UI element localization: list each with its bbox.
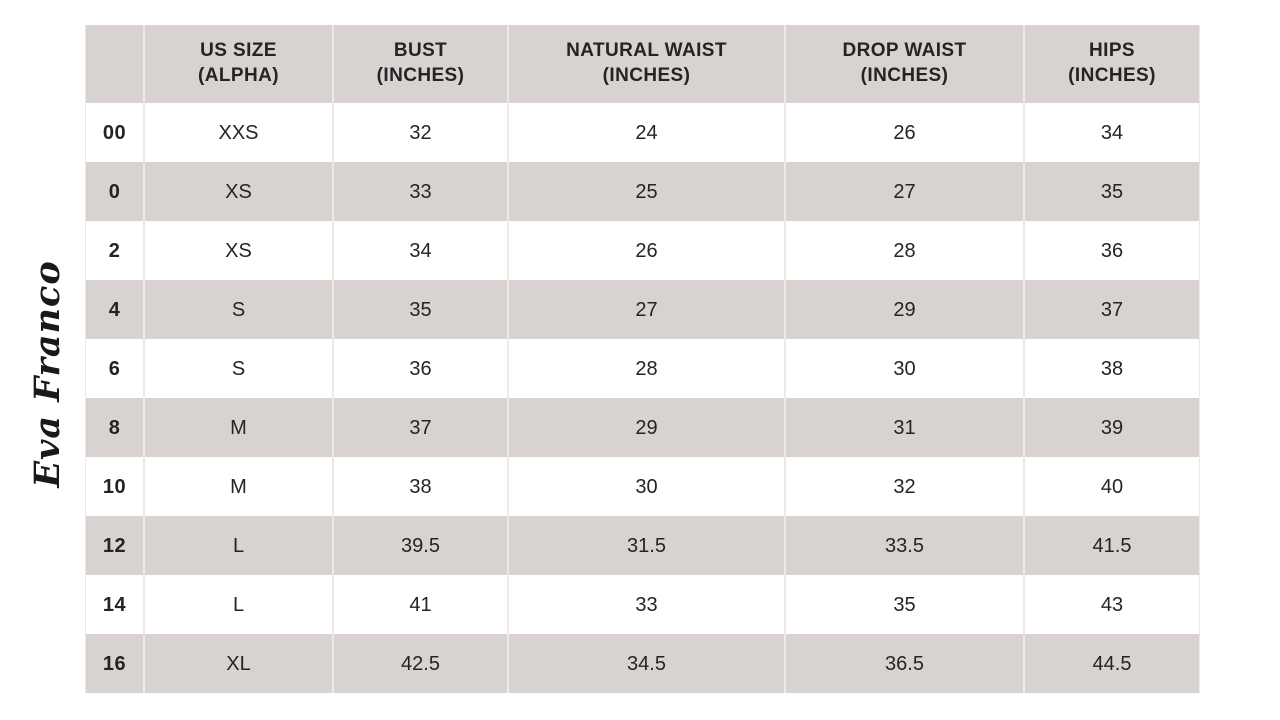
measurement-cell: 29 bbox=[786, 280, 1023, 339]
measurement-cell: 32 bbox=[786, 457, 1023, 516]
measurement-cell: 26 bbox=[786, 103, 1023, 162]
measurement-cell: 36.5 bbox=[786, 634, 1023, 693]
measurement-cell: 41 bbox=[334, 575, 507, 634]
us-size-row-label: 12 bbox=[86, 516, 143, 575]
column-header-unit: (INCHES) bbox=[602, 65, 691, 86]
measurement-cell: 28 bbox=[509, 339, 784, 398]
measurement-cell: 33 bbox=[334, 162, 507, 221]
measurement-cell: 34 bbox=[1025, 103, 1199, 162]
measurement-cell: 27 bbox=[509, 280, 784, 339]
measurement-cell: 26 bbox=[509, 221, 784, 280]
measurement-cell: 34.5 bbox=[509, 634, 784, 693]
measurement-cell: 27 bbox=[786, 162, 1023, 221]
measurement-cell: 36 bbox=[334, 339, 507, 398]
measurement-cell: 44.5 bbox=[1025, 634, 1199, 693]
column-header-name: US SIZE bbox=[200, 40, 277, 62]
measurement-cell: 35 bbox=[786, 575, 1023, 634]
measurement-cell: M bbox=[145, 457, 332, 516]
measurement-cell: 37 bbox=[1025, 280, 1199, 339]
measurement-cell: 31 bbox=[786, 398, 1023, 457]
measurement-cell: S bbox=[145, 280, 332, 339]
measurement-cell: 33 bbox=[509, 575, 784, 634]
measurement-cell: 40 bbox=[1025, 457, 1199, 516]
measurement-cell: L bbox=[145, 575, 332, 634]
measurement-cell: 24 bbox=[509, 103, 784, 162]
measurement-cell: 30 bbox=[509, 457, 784, 516]
corner-cell bbox=[86, 25, 143, 103]
measurement-cell: 35 bbox=[1025, 162, 1199, 221]
us-size-row-label: 8 bbox=[86, 398, 143, 457]
column-header-name: NATURAL WAIST bbox=[566, 40, 727, 62]
column-header-unit: (INCHES) bbox=[1068, 65, 1156, 86]
measurement-cell: 38 bbox=[334, 457, 507, 516]
column-header: DROP WAIST (INCHES) bbox=[786, 25, 1023, 103]
us-size-row-label: 14 bbox=[86, 575, 143, 634]
measurement-cell: 31.5 bbox=[509, 516, 784, 575]
column-header-name: DROP WAIST bbox=[842, 40, 967, 62]
us-size-row-label: 10 bbox=[86, 457, 143, 516]
column-header-name: BUST bbox=[393, 40, 448, 62]
measurement-cell: 32 bbox=[334, 103, 507, 162]
measurement-cell: 43 bbox=[1025, 575, 1199, 634]
size-chart-table: US SIZE (ALPHA) BUST (INCHES) NATURAL WAIST (… bbox=[85, 25, 1200, 693]
measurement-cell: 37 bbox=[334, 398, 507, 457]
measurement-cell: 28 bbox=[786, 221, 1023, 280]
measurement-cell: 30 bbox=[786, 339, 1023, 398]
column-header-unit: (INCHES) bbox=[376, 65, 465, 86]
measurement-cell: 39 bbox=[1025, 398, 1199, 457]
measurement-cell: 39.5 bbox=[334, 516, 507, 575]
column-header-name: HIPS bbox=[1089, 40, 1135, 62]
us-size-row-label: 4 bbox=[86, 280, 143, 339]
measurement-cell: 38 bbox=[1025, 339, 1199, 398]
column-header: NATURAL WAIST (INCHES) bbox=[509, 25, 784, 103]
measurement-cell: 41.5 bbox=[1025, 516, 1199, 575]
measurement-cell: 36 bbox=[1025, 221, 1199, 280]
measurement-cell: M bbox=[145, 398, 332, 457]
measurement-cell: 42.5 bbox=[334, 634, 507, 693]
column-header-unit: (ALPHA) bbox=[198, 65, 279, 86]
us-size-row-label: 16 bbox=[86, 634, 143, 693]
measurement-cell: XS bbox=[145, 221, 332, 280]
measurement-cell: 25 bbox=[509, 162, 784, 221]
column-header: US SIZE (ALPHA) bbox=[145, 25, 332, 103]
column-header: BUST (INCHES) bbox=[334, 25, 507, 103]
measurement-cell: XXS bbox=[145, 103, 332, 162]
column-header-unit: (INCHES) bbox=[860, 65, 949, 86]
measurement-cell: L bbox=[145, 516, 332, 575]
us-size-row-label: 0 bbox=[86, 162, 143, 221]
column-header: HIPS (INCHES) bbox=[1025, 25, 1199, 103]
us-size-row-label: 00 bbox=[86, 103, 143, 162]
measurement-cell: XL bbox=[145, 634, 332, 693]
measurement-cell: 35 bbox=[334, 280, 507, 339]
brand-logo: Eva Franco bbox=[26, 260, 68, 488]
us-size-row-label: 6 bbox=[86, 339, 143, 398]
measurement-cell: 33.5 bbox=[786, 516, 1023, 575]
measurement-cell: XS bbox=[145, 162, 332, 221]
measurement-cell: 34 bbox=[334, 221, 507, 280]
measurement-cell: 29 bbox=[509, 398, 784, 457]
us-size-row-label: 2 bbox=[86, 221, 143, 280]
measurement-cell: S bbox=[145, 339, 332, 398]
